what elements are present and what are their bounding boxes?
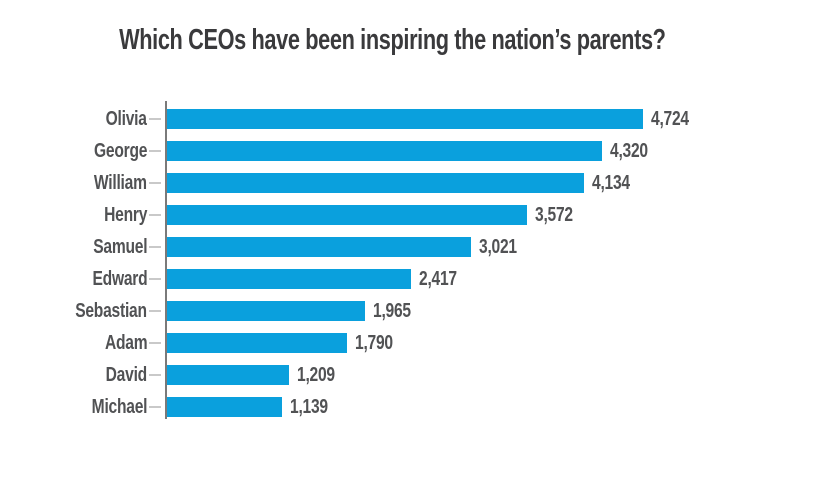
bars-container: Olivia 4,724 George 4,320 William 4,134 — [0, 103, 700, 423]
bar — [167, 301, 365, 321]
bar-row: Samuel 3,021 — [0, 231, 700, 263]
tick-mark — [147, 278, 167, 280]
chart-title: Which CEOs have been inspiring the natio… — [0, 24, 784, 57]
bar-row: Edward 2,417 — [0, 263, 700, 295]
category-label: Sebastian — [75, 299, 147, 322]
bar — [167, 237, 472, 257]
value-label: 4,134 — [591, 171, 630, 194]
tick-dash — [149, 214, 161, 216]
value-label: 1,790 — [355, 331, 394, 354]
bar — [167, 365, 289, 385]
bar — [167, 205, 527, 225]
y-axis-line — [165, 101, 167, 419]
value-label: 1,965 — [373, 299, 411, 322]
bar — [167, 333, 348, 353]
bar — [167, 269, 411, 289]
bar — [167, 109, 643, 129]
tick-mark — [147, 406, 167, 408]
bar — [167, 141, 603, 161]
value-label: 4,320 — [610, 139, 649, 162]
category-label: Michael — [91, 395, 147, 418]
bar — [167, 173, 584, 193]
bar-row: William 4,134 — [0, 167, 700, 199]
tick-dash — [149, 278, 161, 280]
value-label: 3,572 — [534, 203, 573, 226]
tick-dash — [149, 150, 161, 152]
bar-row: Michael 1,139 — [0, 391, 700, 423]
bar-row: Henry 3,572 — [0, 199, 700, 231]
category-label: Samuel — [92, 235, 147, 258]
tick-mark — [147, 182, 167, 184]
tick-dash — [149, 342, 161, 344]
tick-mark — [147, 150, 167, 152]
tick-dash — [149, 118, 161, 120]
tick-mark — [147, 374, 167, 376]
category-label: David — [105, 363, 148, 386]
bar-row: Adam 1,790 — [0, 327, 700, 359]
chart-title-text: Which CEOs have been inspiring the natio… — [118, 24, 666, 56]
bar-row: Sebastian 1,965 — [0, 295, 700, 327]
category-label: Henry — [103, 203, 147, 226]
category-label: Adam — [104, 331, 148, 354]
tick-dash — [149, 374, 161, 376]
value-label: 1,139 — [289, 395, 328, 418]
category-label: Edward — [92, 267, 147, 290]
tick-mark — [147, 118, 167, 120]
tick-mark — [147, 310, 167, 312]
tick-dash — [149, 246, 161, 248]
tick-mark — [147, 342, 167, 344]
bar-row: Olivia 4,724 — [0, 103, 700, 135]
bar-row: David 1,209 — [0, 359, 700, 391]
tick-dash — [149, 406, 161, 408]
category-label: George — [93, 139, 147, 162]
value-label: 2,417 — [418, 267, 457, 290]
value-label: 3,021 — [479, 235, 518, 258]
bar — [167, 397, 282, 417]
tick-dash — [149, 310, 161, 312]
tick-dash — [149, 182, 161, 184]
value-label: 1,209 — [296, 363, 335, 386]
category-label: William — [94, 171, 147, 194]
bar-row: George 4,320 — [0, 135, 700, 167]
tick-mark — [147, 246, 167, 248]
category-label: Olivia — [105, 107, 147, 130]
tick-mark — [147, 214, 167, 216]
value-label: 4,724 — [651, 107, 689, 130]
